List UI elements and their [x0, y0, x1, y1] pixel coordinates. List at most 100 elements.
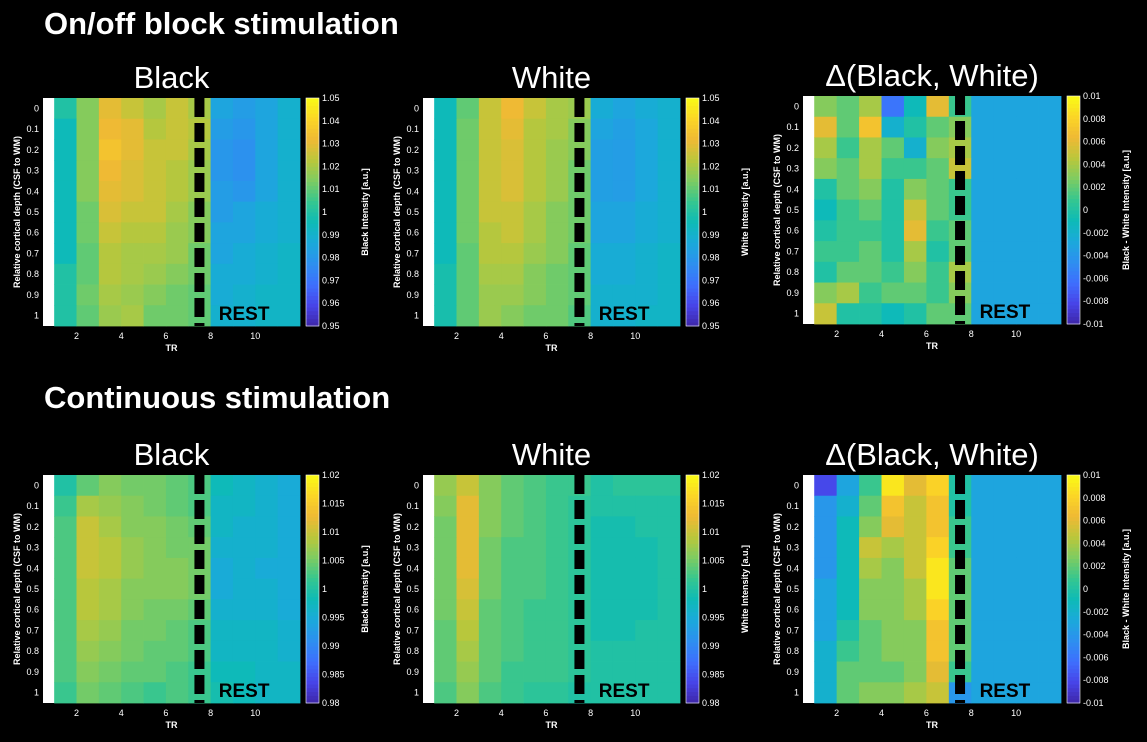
colorbar-tick-label: -0.006	[1083, 652, 1109, 662]
heatmap-cell	[121, 599, 144, 621]
heatmap-cell	[814, 620, 838, 642]
colorbar-segment	[686, 177, 699, 183]
heatmap-cell	[456, 263, 480, 285]
heatmap-cell	[814, 599, 838, 621]
colorbar-tick-label: -0.006	[1083, 273, 1109, 283]
heatmap-cell	[54, 139, 77, 161]
heatmap-cell	[1038, 495, 1062, 517]
heatmap-cell	[590, 222, 614, 244]
heatmap-cell	[501, 578, 524, 600]
colorbar-segment	[686, 646, 699, 651]
x-tick-label: 10	[630, 331, 640, 341]
heatmap-cell	[993, 620, 1017, 642]
heatmap-cell	[859, 516, 882, 538]
heatmap-cell	[612, 661, 636, 683]
heatmap-cell	[590, 475, 614, 497]
heatmap-cell	[188, 537, 212, 559]
colorbar-segment	[1067, 509, 1080, 514]
colorbar-segment	[1067, 316, 1080, 321]
y-tick-label: 0	[34, 103, 39, 113]
heatmap-cell	[165, 557, 189, 580]
heatmap-cell	[255, 599, 279, 621]
heatmap-cell	[657, 599, 681, 621]
heatmap-cell	[501, 222, 524, 244]
colorbar-segment	[1067, 278, 1080, 283]
heatmap-cell	[210, 201, 234, 223]
heatmap-cell	[926, 640, 950, 662]
heatmap-cell	[478, 557, 502, 580]
colorbar-segment	[306, 234, 319, 240]
heatmap-cell	[1038, 599, 1062, 621]
heatmap-cell	[523, 243, 547, 265]
heatmap-cell	[478, 599, 502, 621]
heatmap-cell	[590, 118, 614, 140]
heatmap-cell	[165, 661, 189, 683]
colorbar-segment	[1067, 547, 1080, 552]
heatmap-cell	[121, 516, 144, 538]
colorbar-segment	[306, 215, 319, 221]
colorbar-segment	[686, 310, 699, 316]
heatmap-cell	[926, 537, 950, 559]
colorbar-segment	[686, 303, 699, 308]
colorbar-segment	[306, 120, 319, 126]
colorbar-segment	[1067, 668, 1080, 674]
heatmap-cell	[54, 180, 77, 203]
colorbar-frame	[1066, 474, 1081, 704]
colorbar-tick-label: -0.01	[1083, 319, 1104, 329]
colorbar-segment	[686, 98, 699, 103]
y-tick-label: 0.3	[786, 543, 799, 553]
y-tick-label: 0.4	[786, 184, 799, 194]
colorbar-frame	[305, 474, 320, 704]
colorbar-segment	[1067, 255, 1080, 260]
heatmap-cell	[210, 599, 234, 621]
heatmap-panel-5: REST White 0 0.1 0.2 0.3 0.4 0.5 0.6 0.7 0.8 0.9 1 2 4…	[392, 437, 750, 730]
colorbar-tick-label: 0.985	[702, 670, 725, 680]
colorbar-segment	[306, 691, 319, 696]
heatmap-cell	[434, 640, 457, 662]
heatmap-cell	[657, 578, 681, 600]
heatmap-cell	[836, 261, 860, 283]
colorbar-segment	[306, 158, 319, 164]
heatmap-cell	[478, 284, 502, 306]
heatmap-cell	[971, 178, 995, 201]
rest-label: REST	[980, 681, 1031, 702]
colorbar-segment	[686, 155, 699, 160]
heatmap-cell	[1016, 599, 1039, 621]
heatmap-cell	[545, 139, 569, 161]
colorbar-segment	[306, 589, 319, 594]
heatmap-cell	[501, 118, 524, 140]
colorbar-segment	[1067, 289, 1080, 295]
heatmap-cell	[143, 180, 167, 203]
heatmap-cell	[54, 682, 77, 704]
heatmap-cell	[657, 495, 681, 517]
colorbar-segment	[1067, 172, 1080, 177]
colorbar-segment	[1067, 520, 1080, 525]
colorbar-segment	[306, 623, 319, 628]
heatmap-cell	[814, 220, 838, 242]
x-tick-label: 4	[119, 708, 124, 718]
colorbar-segment	[686, 695, 699, 700]
heatmap-cell	[926, 220, 950, 242]
heatmap-cell	[545, 620, 569, 642]
y-tick-label: 0	[794, 101, 799, 111]
colorbar-segment	[686, 250, 699, 255]
colorbar-segment	[306, 547, 319, 552]
colorbar-segment	[686, 600, 699, 605]
heatmap-cell	[836, 495, 860, 517]
colorbar-segment	[306, 513, 319, 518]
heatmap-cell	[657, 201, 681, 223]
x-tick-label: 8	[208, 331, 213, 341]
heatmap-cell	[993, 495, 1017, 517]
colorbar-segment	[306, 98, 319, 103]
heatmap-cell	[98, 222, 122, 244]
colorbar-segment	[686, 684, 699, 689]
colorbar-segment	[686, 649, 699, 655]
heatmap-cell	[210, 139, 234, 161]
heatmap-cell	[121, 578, 144, 600]
colorbar-segment	[306, 585, 319, 590]
colorbar-segment	[686, 261, 699, 266]
y-tick-label: 0.3	[406, 166, 419, 176]
colorbar-tick-label: 1	[322, 207, 327, 217]
colorbar-segment	[1067, 566, 1080, 571]
colorbar-segment	[1067, 118, 1080, 124]
